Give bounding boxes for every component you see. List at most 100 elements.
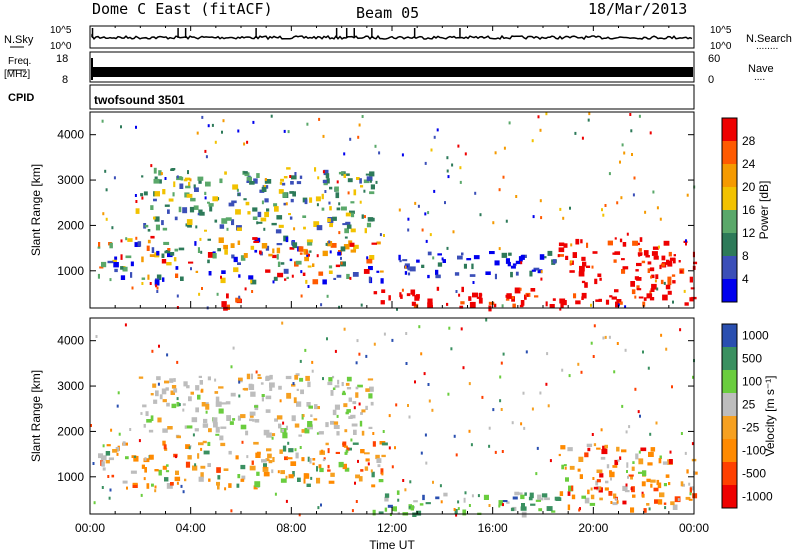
- heatmap-cell: [502, 352, 505, 356]
- heatmap-cell: [277, 272, 284, 278]
- heatmap-cell: [616, 299, 622, 302]
- heatmap-cell: [116, 452, 119, 456]
- heatmap-cell: [130, 261, 134, 267]
- heatmap-cell: [654, 279, 657, 283]
- heatmap-cell: [198, 180, 202, 184]
- heatmap-cell: [308, 405, 313, 409]
- heatmap-cell: [567, 504, 571, 511]
- heatmap-cell: [272, 254, 277, 259]
- heatmap-cell: [116, 404, 119, 408]
- heatmap-cell: [294, 172, 297, 176]
- heatmap-cell: [329, 206, 332, 211]
- heatmap-cell: [485, 318, 488, 322]
- heatmap-cell: [544, 256, 547, 259]
- heatmap-cell: [267, 453, 272, 459]
- heatmap-cell: [379, 233, 382, 237]
- heatmap-cell: [668, 482, 671, 486]
- heatmap-cell: [361, 430, 365, 436]
- heatmap-cell: [570, 243, 573, 247]
- heatmap-cell: [207, 238, 211, 241]
- heatmap-cell: [648, 507, 651, 511]
- heatmap-cell: [518, 256, 523, 262]
- heatmap-cell: [641, 481, 646, 487]
- heatmap-cell: [205, 403, 210, 410]
- heatmap-cell: [278, 189, 284, 194]
- heatmap-cell: [510, 296, 515, 300]
- heatmap-cell: [350, 249, 356, 253]
- heatmap-cell: [655, 274, 659, 279]
- heatmap-cell: [162, 428, 168, 433]
- heatmap-cell: [580, 370, 583, 374]
- heatmap-cell: [368, 266, 373, 271]
- heatmap-cell: [207, 259, 210, 264]
- heatmap-cell: [361, 409, 366, 413]
- heatmap-cell: [223, 306, 228, 311]
- heatmap-cell: [420, 352, 423, 356]
- heatmap-cell: [349, 276, 352, 280]
- heatmap-cell: [198, 292, 201, 296]
- heatmap-cell: [335, 192, 340, 199]
- heatmap-cell: [120, 266, 124, 270]
- heatmap-cell: [208, 203, 214, 207]
- heatmap-cell: [166, 483, 173, 489]
- heatmap-cell: [436, 128, 439, 132]
- heatmap-cell: [561, 368, 564, 372]
- heatmap-cell: [269, 374, 273, 380]
- heatmap-cell: [178, 247, 185, 251]
- heatmap-cell: [178, 403, 181, 407]
- heatmap-cell: [138, 439, 141, 443]
- heatmap-cell: [322, 170, 325, 174]
- heatmap-cell: [646, 293, 653, 299]
- heatmap-cell: [305, 250, 308, 255]
- colorbar-tick-label: -100: [742, 444, 766, 458]
- colorbar-swatch: [722, 439, 737, 463]
- heatmap-cell: [159, 394, 163, 400]
- heatmap-cell: [253, 240, 259, 243]
- heatmap-cell: [271, 433, 276, 437]
- heatmap-cell: [492, 408, 495, 412]
- heatmap-cell: [367, 378, 374, 381]
- heatmap-cell: [589, 502, 596, 506]
- heatmap-cell: [261, 397, 264, 402]
- heatmap-cell: [565, 477, 569, 482]
- heatmap-cell: [651, 274, 655, 279]
- heatmap-cell: [547, 250, 553, 256]
- heatmap-cell: [515, 271, 519, 276]
- heatmap-cell: [498, 500, 503, 506]
- heatmap-cell: [638, 450, 641, 454]
- heatmap-cell: [577, 468, 581, 472]
- heatmap-cell: [151, 349, 154, 353]
- heatmap-cell: [254, 405, 259, 408]
- heatmap-cell: [318, 271, 324, 276]
- heatmap-cell: [186, 193, 193, 198]
- heatmap-cell: [446, 302, 449, 306]
- heatmap-cell: [653, 255, 659, 260]
- heatmap-cell: [540, 277, 543, 281]
- heatmap-cell: [344, 451, 348, 455]
- heatmap-cell: [622, 242, 627, 247]
- heatmap-cell: [488, 426, 491, 430]
- heatmap-cell: [652, 190, 655, 194]
- heatmap-cell: [384, 496, 389, 502]
- heatmap-cell: [577, 362, 580, 366]
- heatmap-cell: [606, 464, 610, 469]
- heatmap-cell: [237, 262, 241, 265]
- heatmap-cell: [346, 447, 350, 451]
- heatmap-cell: [240, 414, 246, 419]
- heatmap-cell: [215, 433, 220, 436]
- heatmap-cell: [240, 424, 247, 430]
- heatmap-cell: [164, 177, 167, 180]
- heatmap-cell: [471, 494, 474, 498]
- heatmap-cell: [164, 447, 168, 451]
- heatmap-cell: [595, 299, 600, 302]
- heatmap-cell: [462, 509, 467, 516]
- heatmap-cell: [670, 501, 675, 506]
- heatmap-cell: [120, 275, 126, 280]
- heatmap-cell: [226, 293, 229, 299]
- heatmap-cell: [336, 180, 339, 184]
- heatmap-cell: [616, 446, 620, 452]
- heatmap-cell: [161, 253, 165, 258]
- heatmap-cell: [554, 496, 561, 501]
- heatmap-cell: [354, 244, 359, 249]
- nsky-label: N.Sky: [4, 34, 34, 46]
